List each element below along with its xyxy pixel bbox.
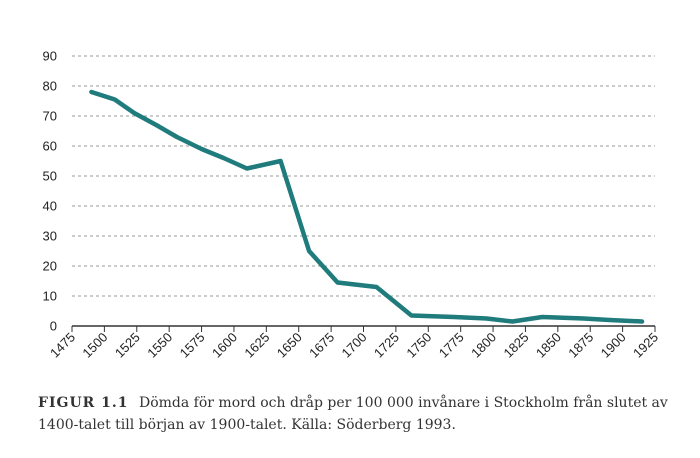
y-tick-label-20: 20 bbox=[43, 259, 57, 274]
x-tick-labels: 1475 1500 1525 1550 1575 1600 1625 1650 1675 1700… bbox=[47, 330, 661, 361]
figure-caption: FIGUR 1.1 Dömda för mord och dråp per 10… bbox=[38, 392, 678, 436]
x-tick-label-1800: 1800 bbox=[468, 330, 499, 361]
y-tick-label-80: 80 bbox=[43, 79, 57, 94]
x-tick-label-1525: 1525 bbox=[112, 330, 143, 361]
x-tick-label-1725: 1725 bbox=[371, 330, 402, 361]
x-tick-label-1675: 1675 bbox=[306, 330, 337, 361]
y-tick-label-70: 70 bbox=[43, 109, 57, 124]
x-tick-label-1900: 1900 bbox=[598, 330, 629, 361]
y-tick-labels: 0 10 20 30 40 50 60 70 80 90 bbox=[43, 49, 57, 334]
x-tick-label-1775: 1775 bbox=[436, 330, 467, 361]
axes bbox=[71, 325, 656, 332]
x-tick-label-1650: 1650 bbox=[274, 330, 305, 361]
line-chart: 0 10 20 30 40 50 60 70 80 90 1475 1500 1525 1550 1575… bbox=[43, 49, 662, 361]
x-tick-label-1625: 1625 bbox=[241, 330, 272, 361]
gridlines bbox=[72, 55, 655, 297]
x-tick-label-1925: 1925 bbox=[630, 330, 661, 361]
x-tick-label-1875: 1875 bbox=[565, 330, 596, 361]
x-tick-label-1475: 1475 bbox=[47, 330, 78, 361]
series-layer bbox=[89, 89, 645, 324]
series-line-0 bbox=[89, 89, 645, 324]
y-tick-label-10: 10 bbox=[43, 289, 57, 304]
x-tick-label-1600: 1600 bbox=[209, 330, 240, 361]
figure-label: FIGUR 1.1 bbox=[38, 395, 129, 411]
y-tick-label-60: 60 bbox=[43, 139, 57, 154]
x-tick-label-1825: 1825 bbox=[501, 330, 532, 361]
y-tick-label-50: 50 bbox=[43, 169, 57, 184]
y-tick-label-30: 30 bbox=[43, 229, 57, 244]
x-tick-label-1700: 1700 bbox=[339, 330, 370, 361]
x-tick-label-1575: 1575 bbox=[177, 330, 208, 361]
x-tick-label-1850: 1850 bbox=[533, 330, 564, 361]
x-tick-label-1500: 1500 bbox=[79, 330, 110, 361]
y-tick-label-40: 40 bbox=[43, 199, 57, 214]
figure-caption-text: Dömda för mord och dråp per 100 000 invå… bbox=[38, 395, 668, 433]
y-tick-label-0: 0 bbox=[50, 319, 57, 334]
x-tick-label-1550: 1550 bbox=[144, 330, 175, 361]
y-tick-label-90: 90 bbox=[43, 49, 57, 64]
x-tick-label-1750: 1750 bbox=[403, 330, 434, 361]
